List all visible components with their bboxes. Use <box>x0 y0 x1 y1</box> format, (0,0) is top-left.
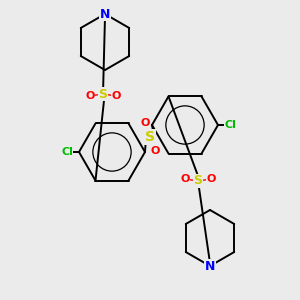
Text: N: N <box>100 8 110 20</box>
Text: O: O <box>180 174 190 184</box>
Text: Cl: Cl <box>224 120 236 130</box>
Text: S: S <box>145 130 155 144</box>
Text: S: S <box>194 175 202 188</box>
Text: Cl: Cl <box>61 147 73 157</box>
Text: O: O <box>150 146 160 156</box>
Text: O: O <box>111 91 121 101</box>
Text: N: N <box>205 260 215 272</box>
Text: O: O <box>206 174 216 184</box>
Text: O: O <box>140 118 150 128</box>
Text: O: O <box>85 91 95 101</box>
Text: S: S <box>98 88 107 100</box>
